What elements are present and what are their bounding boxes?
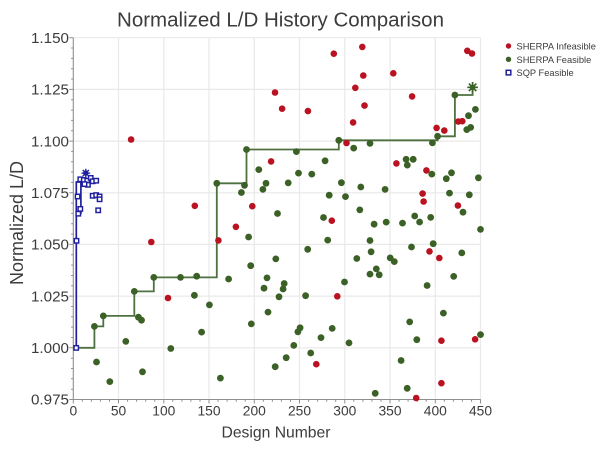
svg-text:300: 300 — [333, 403, 356, 418]
svg-text:SQP Feasible: SQP Feasible — [517, 68, 574, 78]
svg-text:0.975: 0.975 — [31, 392, 69, 409]
svg-text:1.025: 1.025 — [31, 288, 69, 305]
svg-text:1.000: 1.000 — [31, 340, 69, 357]
svg-text:Normalized L/D: Normalized L/D — [7, 161, 27, 285]
svg-text:1.075: 1.075 — [31, 185, 69, 202]
svg-text:1.050: 1.050 — [31, 237, 69, 254]
svg-text:1.150: 1.150 — [31, 30, 69, 47]
svg-text:100: 100 — [152, 403, 175, 418]
svg-text:50: 50 — [111, 403, 127, 418]
svg-text:Normalized L/D History Compari: Normalized L/D History Comparison — [117, 9, 444, 32]
svg-text:350: 350 — [378, 403, 401, 418]
svg-text:Design Number: Design Number — [222, 424, 331, 441]
svg-text:1.100: 1.100 — [31, 133, 69, 150]
svg-text:400: 400 — [424, 403, 447, 418]
svg-text:200: 200 — [243, 403, 266, 418]
svg-text:SHERPA Feasible: SHERPA Feasible — [517, 55, 592, 65]
svg-text:150: 150 — [197, 403, 220, 418]
svg-text:1.125: 1.125 — [31, 82, 69, 99]
svg-text:0: 0 — [69, 403, 77, 418]
svg-text:450: 450 — [469, 403, 492, 418]
svg-text:SHERPA Infeasible: SHERPA Infeasible — [517, 42, 596, 52]
svg-text:250: 250 — [288, 403, 311, 418]
